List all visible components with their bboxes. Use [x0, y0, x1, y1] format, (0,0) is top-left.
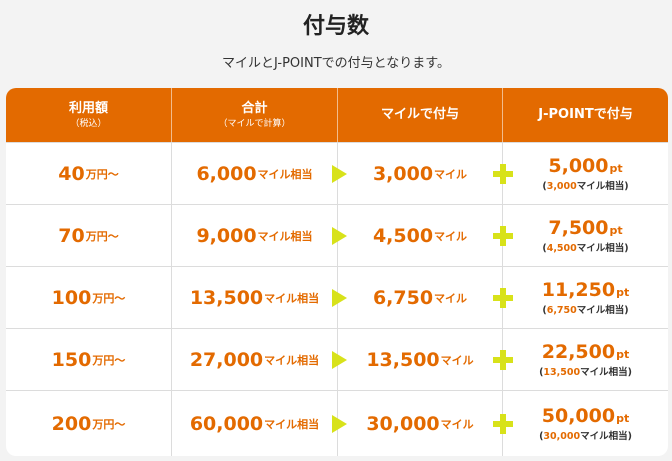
header-jpoint: J-POINTで付与 [503, 88, 668, 142]
header-amount-note: （税込） [70, 118, 107, 129]
miles-value: 3,000 [372, 162, 434, 185]
table-row: 40 万円〜 6,000 マイル相当 3,000 マイル 5,000 pt (3,000… [6, 142, 668, 204]
total-unit: マイル相当 [264, 353, 320, 367]
amount-cell: 70 万円〜 [6, 205, 172, 266]
points-value: 11,250 [541, 279, 616, 301]
total-value: 9,000 [196, 224, 257, 247]
header-jpoint-label: J-POINTで付与 [538, 107, 633, 122]
plus-icon [493, 288, 513, 308]
miles-cell: 6,750 マイル [338, 267, 503, 328]
miles-unit: マイル [440, 353, 474, 367]
amount-cell: 40 万円〜 [6, 143, 172, 204]
header-total-label: 合計 [241, 100, 268, 116]
points-unit: pt [609, 224, 623, 237]
amount-value: 70 [58, 224, 85, 247]
jpoint-cell: 22,500 pt (13,500マイル相当) [539, 341, 632, 378]
total-cell: 60,000 マイル相当 [172, 391, 338, 456]
points-equivalent: 6,750 [546, 305, 577, 316]
header-miles-label: マイルで付与 [380, 107, 459, 122]
amount-value: 40 [58, 162, 85, 185]
page-subtitle: マイルとJ-POINTでの付与となります。 [222, 56, 450, 71]
jpoint-cell: 11,250 pt (6,750マイル相当) [541, 279, 630, 316]
total-value: 60,000 [189, 412, 264, 435]
miles-value: 30,000 [366, 412, 440, 435]
header-miles: マイルで付与 [338, 88, 503, 142]
miles-value: 4,500 [372, 224, 434, 247]
miles-cell: 3,000 マイル [338, 143, 503, 204]
table-header: 利用額 （税込） 合計 （マイルで計算） マイルで付与 J-POINTで付与 [6, 88, 668, 142]
points-equivalent: 13,500 [543, 367, 581, 378]
amount-unit: 万円〜 [85, 229, 119, 243]
points-equivalent: 4,500 [546, 243, 577, 254]
jpoint-cell: 50,000 pt (30,000マイル相当) [539, 405, 632, 442]
total-cell: 27,000 マイル相当 [172, 329, 338, 390]
miles-unit: マイル [440, 417, 474, 431]
points-value: 22,500 [541, 341, 616, 363]
total-value: 6,000 [196, 162, 257, 185]
total-unit: マイル相当 [257, 229, 313, 243]
points-value: 7,500 [548, 217, 609, 239]
total-value: 27,000 [189, 348, 264, 371]
triangle-right-icon [332, 415, 347, 433]
amount-cell: 100 万円〜 [6, 267, 172, 328]
total-cell: 13,500 マイル相当 [172, 267, 338, 328]
points-value: 5,000 [548, 155, 609, 177]
plus-icon [493, 164, 513, 184]
miles-cell: 30,000 マイル [338, 391, 503, 456]
header-amount-label: 利用額 [68, 100, 108, 116]
plus-icon [493, 350, 513, 370]
jpoint-cell: 7,500 pt (4,500マイル相当) [542, 217, 629, 254]
amount-unit: 万円〜 [92, 353, 126, 367]
header-amount: 利用額 （税込） [6, 88, 172, 142]
table-row: 70 万円〜 9,000 マイル相当 4,500 マイル 7,500 pt (4,500… [6, 204, 668, 266]
amount-unit: 万円〜 [92, 417, 126, 431]
amount-cell: 150 万円〜 [6, 329, 172, 390]
table-row: 150 万円〜 27,000 マイル相当 13,500 マイル 22,500 pt (1… [6, 328, 668, 390]
amount-unit: 万円〜 [85, 167, 119, 181]
miles-unit: マイル [434, 291, 468, 305]
points-equivalent-unit: マイル相当 [576, 243, 625, 254]
jpoint-cell: 5,000 pt (3,000マイル相当) [542, 155, 629, 192]
points-unit: pt [616, 286, 630, 299]
points-equivalent-unit: マイル相当 [576, 181, 625, 192]
points-value: 50,000 [541, 405, 616, 427]
miles-cell: 4,500 マイル [338, 205, 503, 266]
total-unit: マイル相当 [264, 291, 320, 305]
miles-unit: マイル [434, 167, 468, 181]
triangle-right-icon [332, 227, 347, 245]
amount-value: 200 [51, 412, 92, 435]
header-total: 合計 （マイルで計算） [172, 88, 338, 142]
amount-value: 100 [51, 286, 92, 309]
table-row: 200 万円〜 60,000 マイル相当 30,000 マイル 50,000 pt (3… [6, 390, 668, 456]
miles-cell: 13,500 マイル [338, 329, 503, 390]
plus-icon [493, 226, 513, 246]
total-value: 13,500 [189, 286, 264, 309]
total-unit: マイル相当 [257, 167, 313, 181]
header-total-note: （マイルで計算） [218, 118, 291, 129]
amount-cell: 200 万円〜 [6, 391, 172, 456]
points-equivalent-unit: マイル相当 [580, 367, 628, 378]
points-unit: pt [609, 162, 623, 175]
miles-unit: マイル [434, 229, 468, 243]
triangle-right-icon [332, 351, 347, 369]
triangle-right-icon [332, 165, 347, 183]
miles-value: 6,750 [372, 286, 434, 309]
points-unit: pt [616, 412, 630, 425]
award-table: 利用額 （税込） 合計 （マイルで計算） マイルで付与 J-POINTで付与 4… [6, 88, 668, 456]
miles-value: 13,500 [366, 348, 440, 371]
total-cell: 6,000 マイル相当 [172, 143, 338, 204]
amount-value: 150 [51, 348, 92, 371]
points-unit: pt [616, 348, 630, 361]
amount-unit: 万円〜 [92, 291, 126, 305]
total-unit: マイル相当 [264, 417, 320, 431]
table-row: 100 万円〜 13,500 マイル相当 6,750 マイル 11,250 pt (6,… [6, 266, 668, 328]
points-equivalent: 3,000 [546, 181, 577, 192]
points-equivalent-unit: マイル相当 [580, 431, 628, 442]
plus-icon [493, 414, 513, 434]
points-equivalent-unit: マイル相当 [576, 305, 625, 316]
page-title: 付与数 [302, 14, 369, 39]
total-cell: 9,000 マイル相当 [172, 205, 338, 266]
points-equivalent: 30,000 [543, 431, 581, 442]
triangle-right-icon [332, 289, 347, 307]
